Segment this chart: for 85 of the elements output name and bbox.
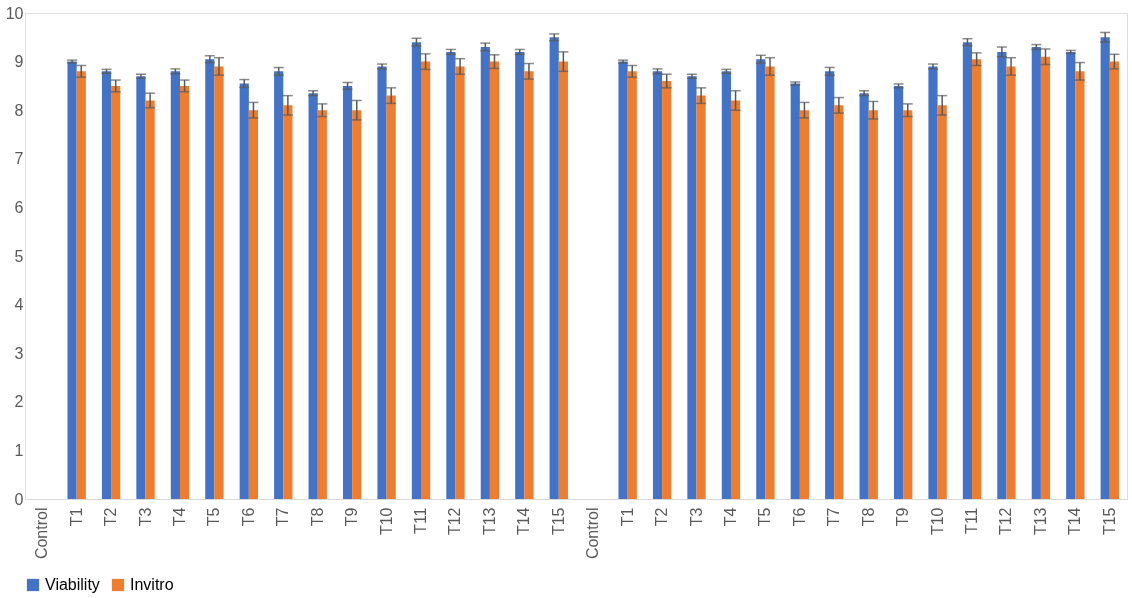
x-tick-label: T7 — [825, 507, 843, 527]
bar — [618, 61, 628, 499]
x-tick-label: T8 — [308, 507, 326, 527]
bar — [179, 85, 190, 499]
x-tick-label: T8 — [859, 507, 877, 527]
y-tick-label: 5 — [14, 247, 24, 265]
x-tick-label: T13 — [1031, 507, 1049, 536]
y-tick-label: 10 — [5, 4, 24, 22]
bar — [756, 59, 766, 499]
x-tick-label: T13 — [480, 507, 498, 536]
bar — [627, 71, 637, 499]
bar — [662, 81, 672, 499]
x-tick-label: T15 — [549, 507, 567, 536]
x-tick-label: T1 — [67, 507, 85, 527]
legend-label: Viability — [45, 576, 100, 593]
x-tick-label: T14 — [515, 507, 533, 536]
bar — [76, 71, 86, 499]
x-tick-label: T5 — [756, 507, 774, 527]
bar — [67, 61, 77, 499]
x-tick-label: T4 — [721, 507, 739, 527]
bar — [903, 110, 913, 499]
bar — [489, 61, 500, 499]
x-tick-label: T2 — [102, 507, 120, 527]
x-tick-label: T9 — [894, 507, 912, 527]
x-tick-label: T14 — [1066, 507, 1084, 536]
bar — [524, 71, 534, 499]
bar — [1100, 37, 1110, 499]
x-tick-label: T1 — [618, 507, 636, 527]
y-tick-label: 7 — [14, 150, 24, 168]
bar — [937, 105, 947, 499]
x-tick-label: T12 — [446, 507, 464, 536]
bar — [696, 95, 706, 499]
bar — [145, 100, 155, 499]
bar — [214, 66, 224, 499]
bar — [1006, 66, 1016, 499]
y-tick-label: 8 — [14, 101, 24, 119]
x-tick-label: T3 — [136, 507, 154, 527]
bar — [1066, 51, 1076, 499]
x-tick-label: T15 — [1100, 507, 1118, 536]
x-tick-label: T5 — [205, 507, 223, 527]
x-tick-label: Control — [584, 507, 602, 560]
bar — [421, 61, 431, 499]
bar — [1040, 56, 1051, 499]
bar — [283, 105, 293, 499]
bar — [1109, 61, 1119, 499]
bar — [455, 66, 465, 499]
bar — [248, 110, 259, 499]
x-tick-label: T11 — [963, 507, 981, 534]
x-tick-label: T9 — [343, 507, 361, 527]
y-tick-label: 4 — [14, 296, 24, 314]
bar — [868, 110, 878, 499]
bar — [411, 42, 422, 499]
y-tick-label: 9 — [14, 53, 24, 71]
x-tick-label: T10 — [928, 507, 946, 536]
legend-label: Invitro — [130, 576, 174, 593]
y-tick-label: 2 — [14, 393, 24, 411]
y-tick-label: 3 — [14, 344, 24, 362]
x-tick-label: Control — [33, 507, 51, 560]
x-tick-label: T6 — [790, 507, 808, 527]
bar — [765, 66, 775, 499]
bar — [790, 83, 800, 499]
x-tick-label: T3 — [687, 507, 705, 527]
bar — [480, 47, 490, 499]
x-tick-label: T4 — [170, 507, 188, 527]
y-tick-label: 1 — [14, 441, 24, 459]
bar — [834, 105, 844, 499]
bar — [997, 51, 1007, 499]
bar — [1075, 71, 1085, 499]
bar — [972, 59, 982, 499]
bar — [352, 110, 362, 499]
x-tick-label: T11 — [412, 507, 430, 534]
x-tick-label: T2 — [653, 507, 671, 527]
x-tick-label: T6 — [239, 507, 257, 527]
bar — [317, 110, 327, 499]
bar — [558, 61, 568, 499]
y-tick-label: 6 — [14, 198, 24, 216]
bar — [799, 110, 810, 499]
bar — [386, 95, 396, 499]
bar — [111, 85, 121, 499]
x-tick-label: T10 — [377, 507, 395, 536]
bar — [893, 85, 904, 499]
y-tick-label: 0 — [14, 490, 24, 508]
bar — [730, 100, 741, 499]
x-tick-label: T12 — [997, 507, 1015, 536]
x-tick-label: T7 — [274, 507, 292, 527]
